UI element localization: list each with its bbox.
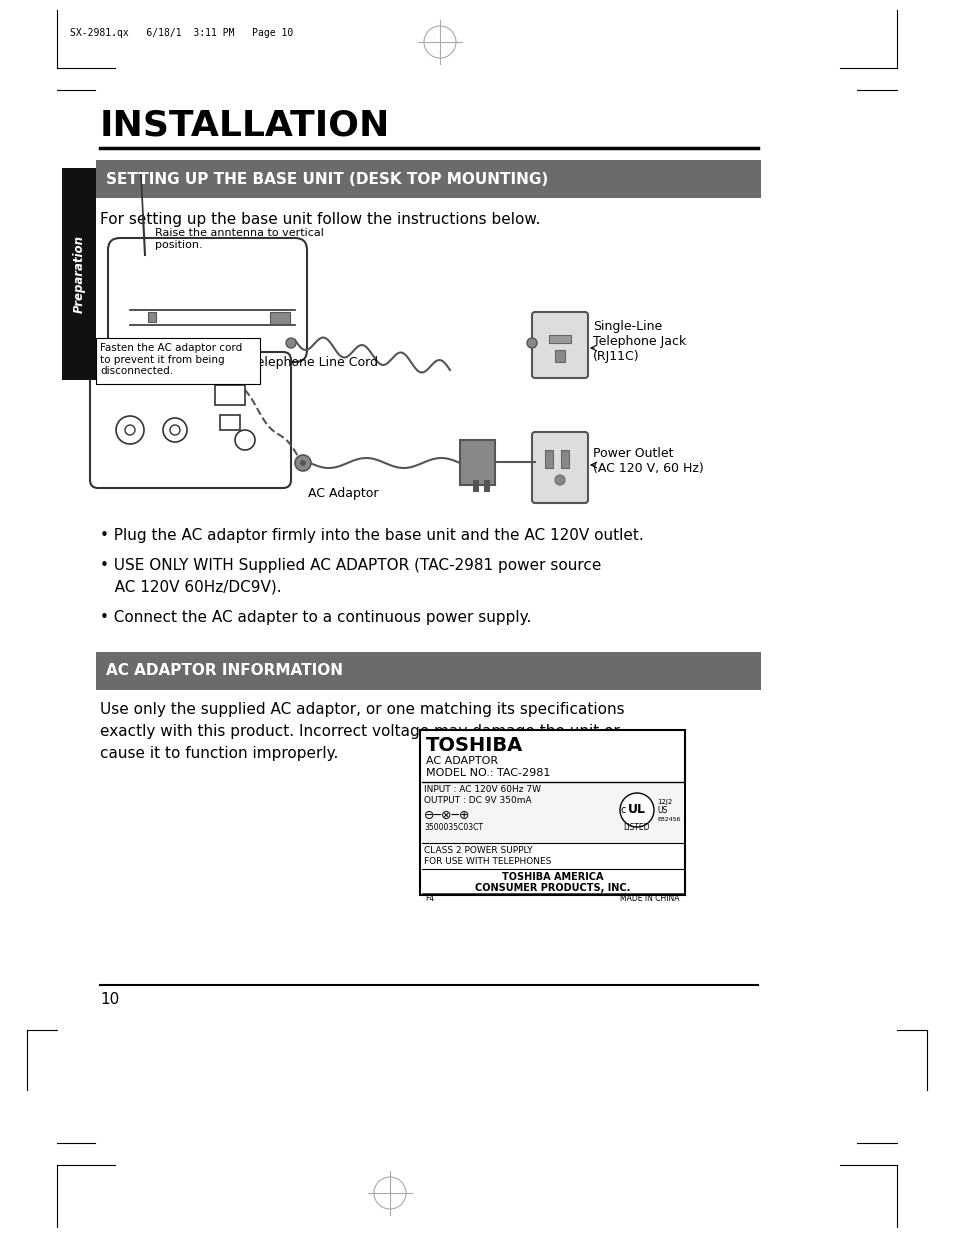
Bar xyxy=(544,450,553,468)
Text: US: US xyxy=(657,806,666,815)
Text: c: c xyxy=(619,805,625,815)
Bar xyxy=(96,652,760,690)
Circle shape xyxy=(526,338,537,348)
Text: • Plug the AC adaptor firmly into the base unit and the AC 120V outlet.: • Plug the AC adaptor firmly into the ba… xyxy=(100,529,643,543)
Text: Telephone Line Cord: Telephone Line Cord xyxy=(252,356,378,369)
Text: MODEL NO.: TAC-2981: MODEL NO.: TAC-2981 xyxy=(426,768,550,778)
Text: AC Adaptor: AC Adaptor xyxy=(308,487,377,500)
Circle shape xyxy=(170,425,180,435)
Text: UL: UL xyxy=(627,804,645,816)
FancyBboxPatch shape xyxy=(532,312,587,378)
Text: Preparation: Preparation xyxy=(72,235,86,312)
Text: For setting up the base unit follow the instructions below.: For setting up the base unit follow the … xyxy=(100,212,539,227)
Bar xyxy=(421,782,682,844)
Bar xyxy=(555,350,564,362)
Circle shape xyxy=(116,416,144,445)
Text: CLASS 2 POWER SUPPLY: CLASS 2 POWER SUPPLY xyxy=(423,846,532,855)
Text: Single-Line
Telephone Jack
(RJ11C): Single-Line Telephone Jack (RJ11C) xyxy=(593,320,685,363)
Bar xyxy=(560,450,568,468)
Text: 3500035C03CT: 3500035C03CT xyxy=(423,823,482,832)
Text: AC ADAPTOR: AC ADAPTOR xyxy=(426,756,497,766)
FancyBboxPatch shape xyxy=(90,352,291,488)
Circle shape xyxy=(555,475,564,485)
Text: OUTPUT : DC 9V 350mA: OUTPUT : DC 9V 350mA xyxy=(423,797,531,805)
Text: F4: F4 xyxy=(424,894,434,903)
Bar xyxy=(548,335,571,343)
Bar xyxy=(459,440,495,485)
Text: AC ADAPTOR INFORMATION: AC ADAPTOR INFORMATION xyxy=(106,663,343,678)
Text: ⊖─⊗─⊕: ⊖─⊗─⊕ xyxy=(423,809,470,823)
FancyBboxPatch shape xyxy=(108,238,307,362)
Text: LISTED: LISTED xyxy=(623,824,650,832)
Text: • Connect the AC adapter to a continuous power supply.: • Connect the AC adapter to a continuous… xyxy=(100,610,531,625)
Bar xyxy=(96,161,760,198)
Text: SX-2981.qx   6/18/1  3:11 PM   Page 10: SX-2981.qx 6/18/1 3:11 PM Page 10 xyxy=(70,28,293,38)
Circle shape xyxy=(299,459,306,466)
Circle shape xyxy=(234,430,254,450)
Bar xyxy=(473,480,478,492)
Bar xyxy=(148,312,156,322)
Text: Power Outlet
(AC 120 V, 60 Hz): Power Outlet (AC 120 V, 60 Hz) xyxy=(593,447,703,475)
Circle shape xyxy=(163,417,187,442)
Circle shape xyxy=(125,425,135,435)
FancyBboxPatch shape xyxy=(532,432,587,503)
Text: TOSHIBA: TOSHIBA xyxy=(426,736,522,755)
Text: MADE IN CHINA: MADE IN CHINA xyxy=(619,894,679,903)
Text: E82456: E82456 xyxy=(657,818,679,823)
Text: Fasten the AC adaptor cord
to prevent it from being
disconnected.: Fasten the AC adaptor cord to prevent it… xyxy=(100,343,242,377)
Circle shape xyxy=(294,454,311,471)
Text: Raise the anntenna to vertical
position.: Raise the anntenna to vertical position. xyxy=(154,228,323,249)
Text: 12J2: 12J2 xyxy=(657,799,672,805)
Text: • USE ONLY WITH Supplied AC ADAPTOR (TAC-2981 power source: • USE ONLY WITH Supplied AC ADAPTOR (TAC… xyxy=(100,558,600,573)
Text: INSTALLATION: INSTALLATION xyxy=(100,107,390,142)
Bar xyxy=(483,480,490,492)
Text: TOSHIBA AMERICA: TOSHIBA AMERICA xyxy=(501,872,602,882)
Bar xyxy=(419,730,684,895)
Text: Use only the supplied AC adaptor, or one matching its specifications: Use only the supplied AC adaptor, or one… xyxy=(100,701,624,718)
Bar xyxy=(214,385,245,405)
Text: INPUT : AC 120V 60Hz 7W: INPUT : AC 120V 60Hz 7W xyxy=(423,785,540,794)
Text: exactly with this product. Incorrect voltage may damage the unit or: exactly with this product. Incorrect vol… xyxy=(100,724,619,739)
Text: 10: 10 xyxy=(100,992,119,1007)
Text: CONSUMER PRODUCTS, INC.: CONSUMER PRODUCTS, INC. xyxy=(475,883,630,893)
Text: SETTING UP THE BASE UNIT (DESK TOP MOUNTING): SETTING UP THE BASE UNIT (DESK TOP MOUNT… xyxy=(106,172,548,186)
Text: FOR USE WITH TELEPHONES: FOR USE WITH TELEPHONES xyxy=(423,857,551,866)
FancyBboxPatch shape xyxy=(96,338,260,384)
Bar xyxy=(270,312,290,324)
Bar xyxy=(220,415,240,430)
Circle shape xyxy=(286,338,295,348)
Bar xyxy=(62,168,96,380)
Text: cause it to function improperly.: cause it to function improperly. xyxy=(100,746,338,761)
Text: AC 120V 60Hz/DC9V).: AC 120V 60Hz/DC9V). xyxy=(100,580,281,595)
Circle shape xyxy=(619,793,654,827)
